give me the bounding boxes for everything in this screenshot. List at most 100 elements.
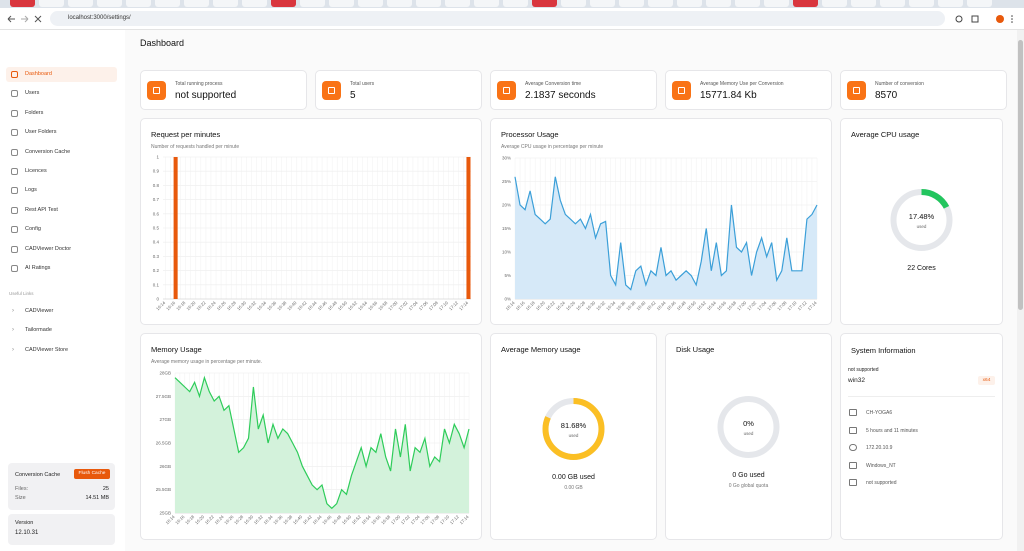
x-tick-label: 16:32	[595, 300, 607, 312]
gauge-title: Average CPU usage	[851, 130, 920, 139]
system-card: System Information not supported win32 x64 C…	[840, 333, 1003, 540]
platform: win32	[848, 377, 865, 384]
menu-item[interactable]: Dashboard	[6, 67, 117, 82]
x-tick-label: 16:26	[223, 514, 235, 526]
x-tick-label: 16:48	[327, 300, 339, 312]
chart-title: Processor Usage	[501, 130, 559, 139]
x-tick-label: 17:06	[418, 300, 430, 312]
stat-label: Average Conversion time	[525, 81, 582, 87]
stat-icon	[147, 81, 166, 100]
menu-item[interactable]: Conversion Cache	[6, 145, 117, 160]
link-item[interactable]: › Tailormade	[6, 323, 117, 338]
menu-item[interactable]: CADViewer Doctor	[6, 242, 117, 257]
x-tick-label: 16:14	[505, 300, 517, 312]
x-tick-label: 16:36	[615, 300, 627, 312]
x-tick-label: 16:44	[307, 300, 319, 312]
y-tick-label: 15%	[502, 226, 511, 231]
x-tick-label: 16:26	[565, 300, 577, 312]
menu-item[interactable]: Folders	[6, 106, 117, 121]
menu-item[interactable]: User Folders	[6, 125, 117, 140]
menu-label: Logs	[25, 187, 37, 194]
y-tick-label: 0.9	[153, 169, 160, 174]
tab	[590, 0, 615, 7]
gauge-title: Average Memory usage	[501, 345, 581, 354]
x-tick-label: 17:04	[410, 514, 422, 526]
x-tick-label: 16:52	[351, 514, 363, 526]
gauge-card: Disk Usage 0% used 0 Go used 0 Go global quo…	[665, 333, 832, 540]
x-tick-label: 16:20	[535, 300, 547, 312]
tab	[97, 0, 122, 7]
menu-item[interactable]: Config	[6, 222, 117, 237]
url[interactable]: localhost:3000/settings/	[50, 11, 945, 26]
bar	[173, 157, 178, 299]
x-tick-label: 16:50	[337, 300, 349, 312]
gauge-card: Average CPU usage 17.48% used 22 Cores	[840, 118, 1003, 325]
gauge-value: 81.68%	[561, 421, 587, 430]
x-tick-label: 16:32	[246, 300, 258, 312]
menu-label: User Folders	[25, 129, 57, 136]
x-tick-label: 17:00	[387, 300, 399, 312]
menu-item[interactable]: Licences	[6, 164, 117, 179]
tab	[387, 0, 412, 7]
files-value: 25	[102, 486, 109, 492]
x-tick-label: 17:14	[807, 300, 819, 312]
line	[174, 375, 470, 510]
stat-label: Total users	[350, 81, 375, 87]
menu-icon	[11, 245, 18, 253]
tab	[126, 0, 151, 7]
bar	[466, 157, 471, 299]
x-tick-label: 16:16	[515, 300, 527, 312]
menu-item[interactable]: Rest API Test	[6, 203, 117, 218]
x-tick-label: 17:02	[397, 300, 409, 312]
tab	[68, 0, 93, 7]
tab	[619, 0, 644, 7]
line	[514, 176, 818, 291]
tab	[851, 0, 876, 7]
x-tick-label: 17:12	[449, 514, 461, 526]
chart: 25GB25.5GB26GB26.5GB27GB27.5GB28GB16:141…	[156, 371, 470, 526]
y-tick-label: 27.5GB	[156, 394, 171, 399]
section-label: Useful Links	[9, 291, 34, 296]
flush-button[interactable]: Flush Cache	[74, 469, 110, 479]
x-tick-label: 16:58	[377, 300, 389, 312]
tab	[503, 0, 528, 7]
menu-icon	[11, 148, 18, 156]
stat-value: 2.1837 seconds	[525, 90, 596, 101]
y-tick-label: 26GB	[159, 464, 171, 469]
chart-card: Request per minutes Number of requests ha…	[140, 118, 482, 325]
tab	[474, 0, 499, 7]
chart-subtitle: Average memory usage in percentage per m…	[151, 359, 263, 365]
y-tick-label: 26.5GB	[156, 441, 171, 446]
y-tick-label: 25GB	[159, 511, 171, 516]
x-tick-label: 17:00	[736, 300, 748, 312]
menu-icon	[11, 226, 18, 234]
tab	[735, 0, 760, 7]
version-value: 12.10.31	[15, 530, 39, 536]
info-icon	[849, 426, 857, 434]
x-tick-label: 16:56	[370, 514, 382, 526]
menu-label: Licences	[25, 168, 47, 174]
version-label: Version	[15, 520, 34, 526]
files-label: Files:	[15, 486, 29, 492]
tab	[938, 0, 963, 7]
chart: 0%5%10%15%20%25%30%16:1416:1616:1816:201…	[502, 156, 819, 312]
nav-buttons[interactable]	[4, 12, 48, 26]
x-tick-label: 16:44	[656, 300, 668, 312]
version-box: Version 12.10.31	[8, 514, 115, 545]
link-item[interactable]: › CADViewer	[6, 304, 117, 319]
menu-label: Users	[25, 90, 40, 97]
arch-badge: x64	[978, 376, 995, 385]
y-tick-label: 0.1	[153, 282, 160, 287]
menu-item[interactable]: Logs	[6, 183, 117, 198]
stat-value: 8570	[875, 90, 898, 101]
menu-item[interactable]: AI Ratings	[6, 261, 117, 276]
x-tick-label: 16:18	[525, 300, 537, 312]
info-icon	[849, 479, 857, 486]
x-tick-label: 16:40	[292, 514, 304, 526]
gauge-card: Average Memory usage 81.68% used 0.00 GB us…	[490, 333, 657, 540]
x-tick-label: 16:56	[716, 300, 728, 312]
link-item[interactable]: › CADViewer Store	[6, 343, 117, 358]
link-label: Tailormade	[25, 327, 52, 334]
menu-item[interactable]: Users	[6, 86, 117, 101]
link-icon: ›	[12, 327, 14, 334]
